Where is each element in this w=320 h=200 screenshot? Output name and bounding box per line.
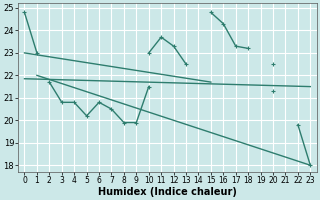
- X-axis label: Humidex (Indice chaleur): Humidex (Indice chaleur): [98, 187, 237, 197]
